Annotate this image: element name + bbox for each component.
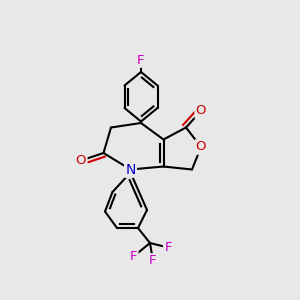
Text: F: F: [137, 53, 145, 67]
Text: O: O: [196, 104, 206, 118]
Text: N: N: [125, 163, 136, 176]
Text: F: F: [149, 254, 157, 268]
Text: F: F: [130, 250, 137, 263]
Text: F: F: [164, 241, 172, 254]
Text: O: O: [196, 140, 206, 154]
Text: O: O: [76, 154, 86, 167]
